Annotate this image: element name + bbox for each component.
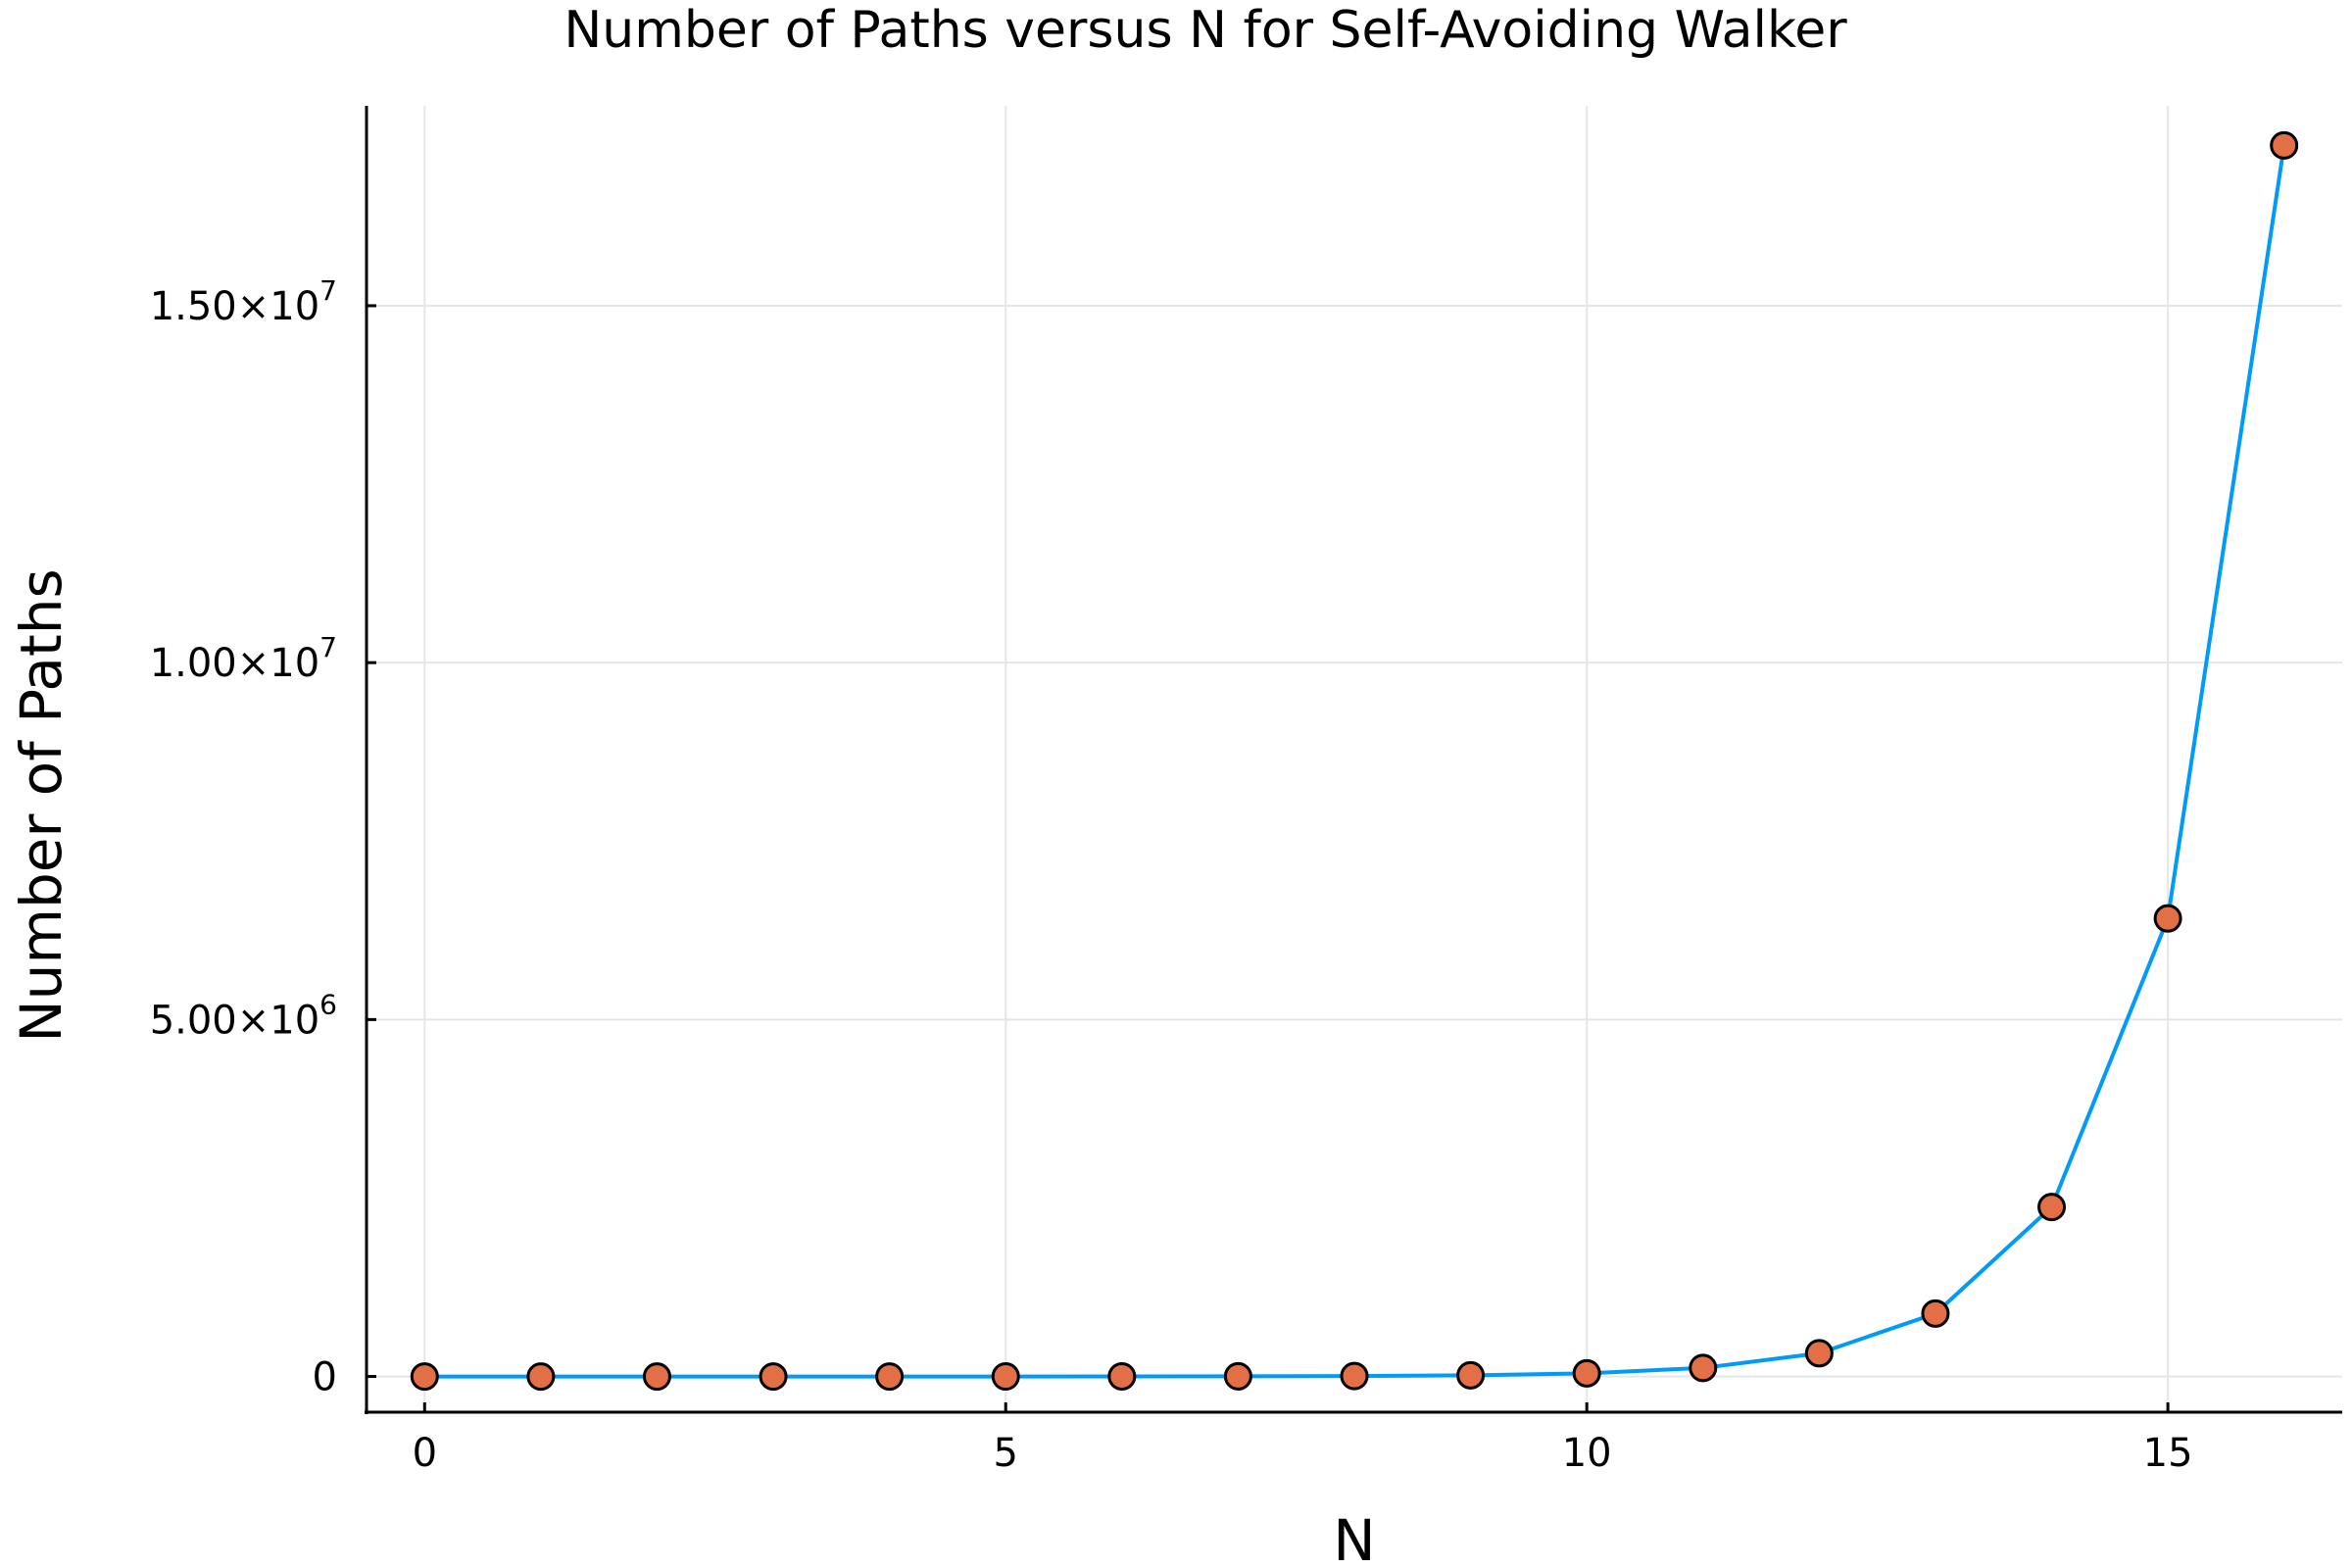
x-axis-label: N bbox=[1333, 1507, 1375, 1568]
x-tick-label: 5 bbox=[994, 1431, 1018, 1476]
data-point bbox=[1572, 1358, 1601, 1388]
x-tick-label: 0 bbox=[413, 1431, 437, 1476]
data-point bbox=[1921, 1298, 1950, 1328]
data-point bbox=[1456, 1360, 1486, 1390]
y-tick-label: 1.50×107 bbox=[150, 274, 337, 329]
y-tick-exponent: 7 bbox=[319, 631, 337, 663]
axes bbox=[365, 106, 2342, 1414]
data-point bbox=[875, 1362, 905, 1392]
y-tick-exponent: 7 bbox=[319, 274, 337, 307]
y-tick-mantissa: 0 bbox=[313, 1355, 337, 1400]
chart-title: Number of Paths versus N for Self-Avoidi… bbox=[564, 1, 1847, 60]
data-point bbox=[1689, 1353, 1718, 1383]
y-tick-mantissa: 1.00×10 bbox=[150, 641, 319, 686]
y-tick-label: 1.00×107 bbox=[150, 631, 337, 686]
data-point bbox=[1804, 1339, 1834, 1368]
data-point bbox=[759, 1362, 788, 1392]
series-line bbox=[424, 145, 2286, 1379]
x-tick-label: 10 bbox=[1562, 1431, 1612, 1476]
data-point bbox=[2270, 130, 2299, 160]
y-tick-label: 5.00×106 bbox=[150, 988, 337, 1043]
x-tick-label: 15 bbox=[2143, 1431, 2193, 1476]
data-point bbox=[2153, 904, 2182, 933]
series bbox=[410, 130, 2299, 1392]
data-point bbox=[526, 1362, 556, 1392]
y-tick-label: 0 bbox=[313, 1355, 337, 1400]
y-tick-mantissa: 5.00×10 bbox=[150, 998, 319, 1043]
y-axis-label: Number of Paths bbox=[8, 568, 74, 1042]
data-point bbox=[991, 1362, 1020, 1392]
data-point bbox=[1340, 1361, 1369, 1391]
data-point bbox=[2037, 1193, 2067, 1222]
data-point bbox=[410, 1362, 439, 1392]
y-tick-mantissa: 1.50×10 bbox=[150, 284, 319, 329]
data-point bbox=[1223, 1361, 1252, 1391]
y-tick-exponent: 6 bbox=[319, 988, 337, 1020]
data-point bbox=[642, 1362, 671, 1392]
data-point bbox=[1107, 1362, 1137, 1392]
